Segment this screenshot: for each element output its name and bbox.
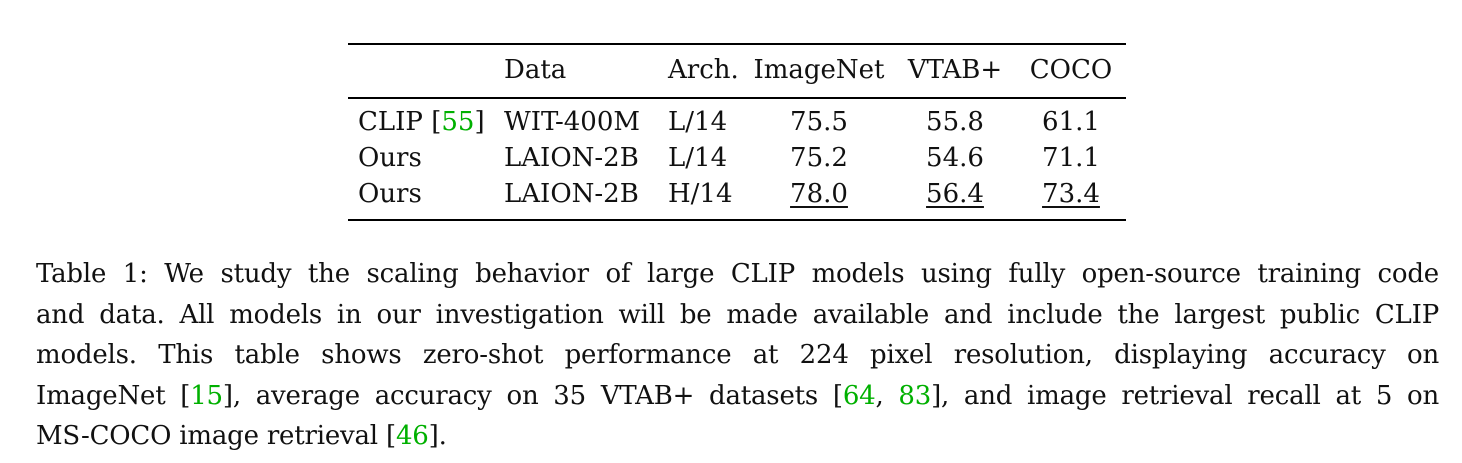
row-coco: 73.4 xyxy=(996,179,1146,209)
best-value: 56.4 xyxy=(926,179,984,209)
row-name: CLIP [55] xyxy=(358,107,485,137)
table-bottom-rule xyxy=(348,219,1126,221)
row-vtab: 56.4 xyxy=(880,179,1030,209)
row-coco: 71.1 xyxy=(1042,143,1100,173)
row-imagenet: 75.2 xyxy=(790,143,848,173)
row-data: LAION-2B xyxy=(504,143,639,173)
header-arch: Arch. xyxy=(668,55,739,85)
table-caption: Table 1: We study the scaling behavior o… xyxy=(36,254,1439,457)
results-table: Data Arch. ImageNet VTAB+ COCO CLIP [55]… xyxy=(348,43,1126,223)
row-data: WIT-400M xyxy=(504,107,641,137)
table-header-rule xyxy=(348,97,1126,99)
caption-line: models. This table shows zero-shot perfo… xyxy=(36,340,1439,370)
citation-link[interactable]: 83 xyxy=(898,380,932,411)
best-value: 78.0 xyxy=(790,179,848,209)
row-arch: H/14 xyxy=(668,179,733,209)
header-coco: COCO xyxy=(1029,55,1113,85)
row-vtab: 55.8 xyxy=(926,107,984,137)
row-data: LAION-2B xyxy=(504,179,639,209)
caption-line: Table 1: We study the scaling behavior o… xyxy=(36,259,1439,289)
row-arch: L/14 xyxy=(668,143,728,173)
citation-link[interactable]: 55 xyxy=(441,107,475,137)
citation-link[interactable]: 15 xyxy=(190,380,223,411)
caption-line: ImageNet [15], average accuracy on 35 VT… xyxy=(36,380,1439,411)
row-arch: L/14 xyxy=(668,107,728,137)
header-imagenet: ImageNet xyxy=(753,55,885,85)
best-value: 73.4 xyxy=(1042,179,1100,209)
row-coco: 61.1 xyxy=(1042,107,1100,137)
caption-line: and data. All models in our investigatio… xyxy=(36,299,1439,330)
header-data: Data xyxy=(504,55,567,85)
header-vtab: VTAB+ xyxy=(907,55,1003,85)
row-name: Ours xyxy=(358,143,422,173)
row-imagenet: 75.5 xyxy=(790,107,848,137)
row-imagenet: 78.0 xyxy=(744,179,894,209)
row-name: Ours xyxy=(358,179,422,209)
table-top-rule xyxy=(348,43,1126,45)
citation-link[interactable]: 46 xyxy=(395,421,429,451)
caption-line: MS-COCO image retrieval [46]. xyxy=(36,421,447,451)
row-vtab: 54.6 xyxy=(926,143,984,173)
citation-link[interactable]: 64 xyxy=(842,380,876,411)
